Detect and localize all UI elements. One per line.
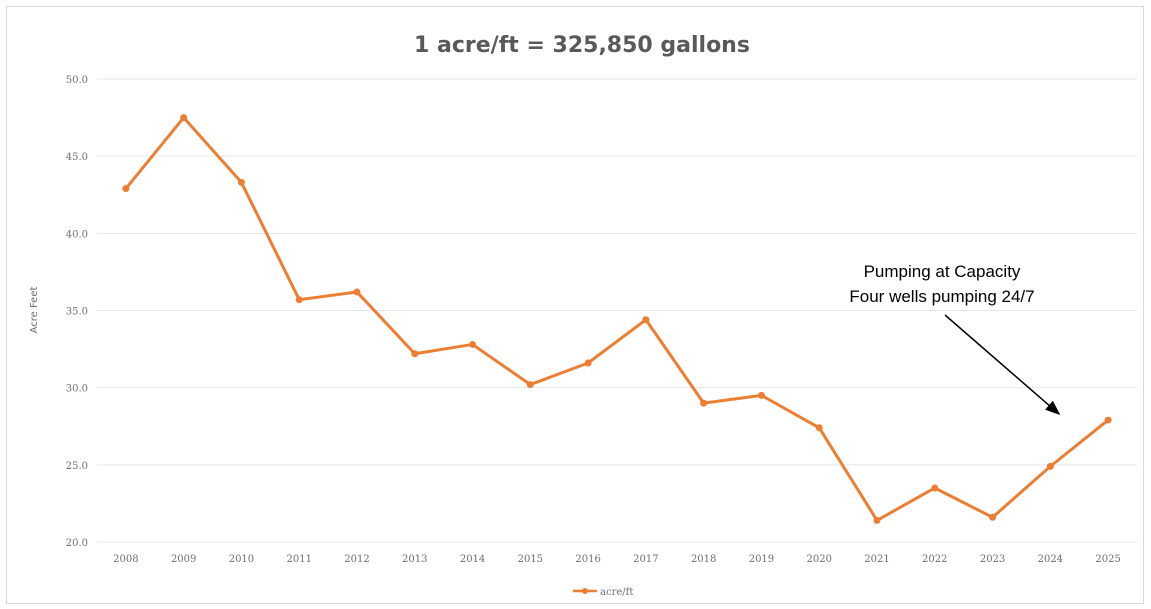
x-tick-label: 2017	[633, 554, 658, 565]
legend-label: acre/ft	[600, 587, 633, 598]
legend-marker-swatch	[582, 588, 588, 594]
data-point	[1046, 462, 1054, 470]
y-tick-label: 20.0	[66, 538, 88, 549]
x-tick-label: 2024	[1038, 554, 1063, 565]
data-point	[700, 399, 708, 407]
x-tick-label: 2022	[922, 554, 947, 565]
y-tick-label: 35.0	[66, 307, 88, 318]
annotation-line-2: Four wells pumping 24/7	[849, 287, 1034, 306]
data-point	[526, 381, 534, 389]
y-tick-label: 45.0	[66, 152, 88, 163]
y-tick-label: 40.0	[66, 229, 88, 240]
annotation: Pumping at Capacity Four wells pumping 2…	[849, 262, 1061, 416]
y-axis-ticks: 20.0 25.0 30.0 35.0 40.0 45.0 50.0	[66, 75, 88, 549]
x-tick-label: 2025	[1095, 554, 1120, 565]
y-axis-label: Acre Feet	[29, 287, 40, 334]
series-acre-ft	[122, 114, 1112, 524]
x-tick-label: 2019	[749, 554, 774, 565]
data-point	[353, 288, 361, 296]
x-tick-label: 2011	[286, 554, 311, 565]
data-point	[584, 359, 592, 367]
data-point	[411, 350, 419, 358]
x-tick-label: 2020	[806, 554, 831, 565]
x-tick-label: 2021	[864, 554, 889, 565]
gridlines	[97, 78, 1137, 543]
legend: acre/ft	[573, 587, 633, 598]
data-point	[237, 178, 245, 186]
data-point	[931, 484, 939, 492]
data-point	[469, 340, 477, 348]
data-point	[873, 516, 881, 524]
data-point	[180, 114, 188, 122]
data-point	[1104, 416, 1112, 424]
x-tick-label: 2008	[113, 554, 138, 565]
x-tick-label: 2015	[518, 554, 543, 565]
data-point	[815, 424, 823, 432]
y-tick-label: 30.0	[66, 384, 88, 395]
x-tick-label: 2012	[344, 554, 369, 565]
y-tick-label: 50.0	[66, 75, 88, 86]
chart-frame	[6, 6, 1144, 604]
series-line	[124, 116, 1110, 522]
x-tick-label: 2010	[229, 554, 254, 565]
x-tick-label: 2009	[171, 554, 196, 565]
x-tick-label: 2016	[575, 554, 600, 565]
x-tick-label: 2023	[980, 554, 1005, 565]
x-axis-ticks: 2008 2009 2010 2011 2012 2013 2014 2015 2016 2017…	[113, 554, 1121, 565]
annotation-line-1: Pumping at Capacity	[864, 262, 1021, 281]
data-point	[989, 513, 997, 521]
data-point	[757, 391, 765, 399]
chart-title: 1 acre/ft = 325,850 gallons	[414, 33, 750, 58]
data-point	[642, 316, 650, 324]
x-tick-label: 2013	[402, 554, 427, 565]
annotation-arrow	[944, 314, 1061, 416]
x-tick-label: 2018	[691, 554, 716, 565]
data-point	[122, 185, 130, 193]
data-point	[295, 296, 303, 304]
x-tick-label: 2014	[460, 554, 485, 565]
y-tick-label: 25.0	[66, 461, 88, 472]
